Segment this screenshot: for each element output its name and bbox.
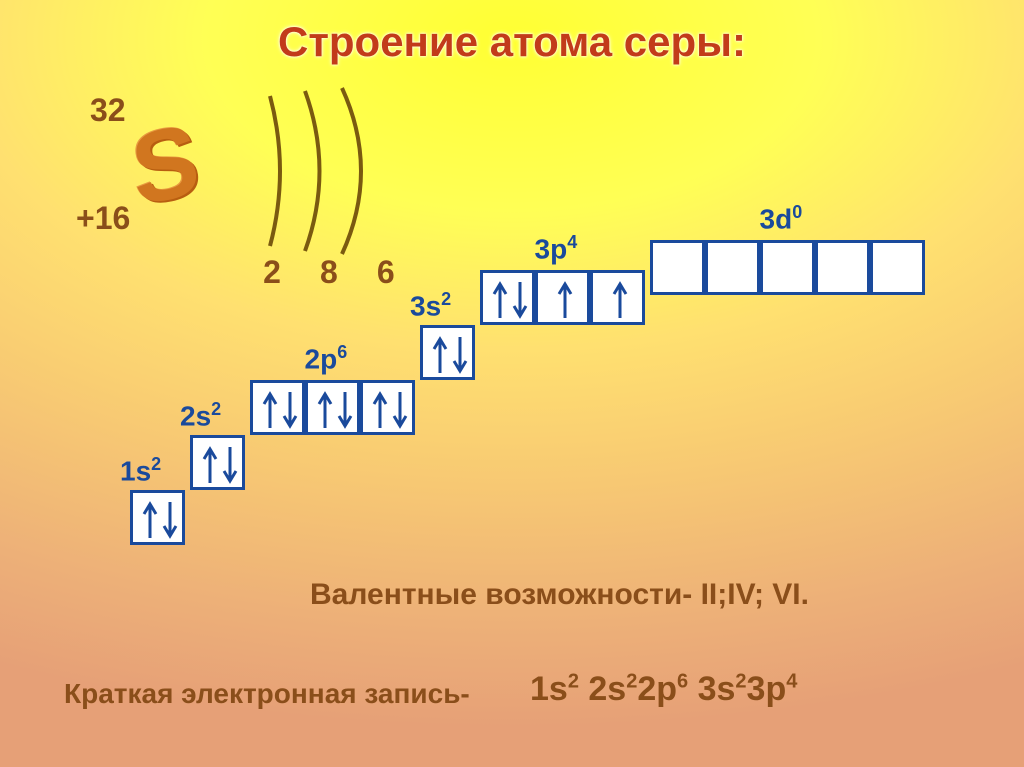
orbital-cell [650,240,705,295]
element-symbol: S [126,101,205,229]
shell-count-3: 6 [370,254,410,291]
econfig-sup: 2 [568,671,579,693]
econfig-sup: 2 [626,671,637,693]
orbital-cell [535,270,590,325]
orbital-cell [480,270,535,325]
econfig-sup: 4 [786,671,797,693]
orbital-cell [705,240,760,295]
page-title: Строение атома серы: [0,18,1024,66]
mass-number: 32 [90,92,126,129]
electron-config: 1s2 2s22p6 3s23p4 [530,670,797,709]
valence-text: Валентные возможности- II;IV; VI. [310,578,809,612]
spin-up-icon [261,390,279,430]
spin-up-icon [316,390,334,430]
orbital-label-sup: 2 [211,399,221,419]
orbital-cell [305,380,360,435]
spin-up-icon [491,280,509,320]
orbital-label-main: 2p [305,343,338,374]
orbital-label-sup: 6 [337,342,347,362]
shell-count-2: 8 [313,254,353,291]
orbital-cell [420,325,475,380]
orbital-label: 3p4 [535,232,578,265]
spin-down-icon [281,390,299,430]
orbital-label: 3d0 [760,202,803,235]
spin-down-icon [161,500,179,540]
orbital-label-sup: 2 [441,289,451,309]
spin-up-icon [556,280,574,320]
spin-up-icon [201,445,219,485]
orbital-label: 1s2 [120,454,161,487]
orbital-cell [590,270,645,325]
spin-down-icon [511,280,529,320]
spin-up-icon [371,390,389,430]
econfig-term: 2p [637,670,677,708]
shell-arcs [250,86,410,261]
econfig-term: 3s [688,670,735,708]
spin-down-icon [221,445,239,485]
orbital-label-main: 2s [180,400,211,431]
econfig-term: 3p [747,670,787,708]
orbital-label-sup: 0 [792,202,802,222]
spin-up-icon [431,335,449,375]
orbital-cell [250,380,305,435]
orbital-cell [360,380,415,435]
orbital-label-main: 3p [535,233,568,264]
orbital-cell [870,240,925,295]
econfig-term: 2s [579,670,626,708]
orbital-label: 2p6 [305,342,348,375]
orbital-label-main: 1s [120,455,151,486]
orbital-label-main: 3d [760,203,793,234]
orbital-label-sup: 4 [567,232,577,252]
econfig-sup: 6 [677,671,688,693]
econfig-term: 1s [530,670,568,708]
shell-count-1: 2 [256,254,296,291]
orbital-label: 3s2 [410,289,451,322]
shell-counts: 2 8 6 [256,254,410,291]
orbital-cell [815,240,870,295]
econfig-sup: 2 [735,671,746,693]
orbital-cell [130,490,185,545]
spin-down-icon [391,390,409,430]
nuclear-charge: +16 [76,200,130,237]
config-label: Краткая электронная запись- [64,678,470,710]
orbital-label-sup: 2 [151,454,161,474]
orbital-label-main: 3s [410,290,441,321]
orbital-cell [760,240,815,295]
spin-up-icon [141,500,159,540]
orbital-cell [190,435,245,490]
spin-down-icon [451,335,469,375]
orbital-label: 2s2 [180,399,221,432]
spin-up-icon [611,280,629,320]
spin-down-icon [336,390,354,430]
